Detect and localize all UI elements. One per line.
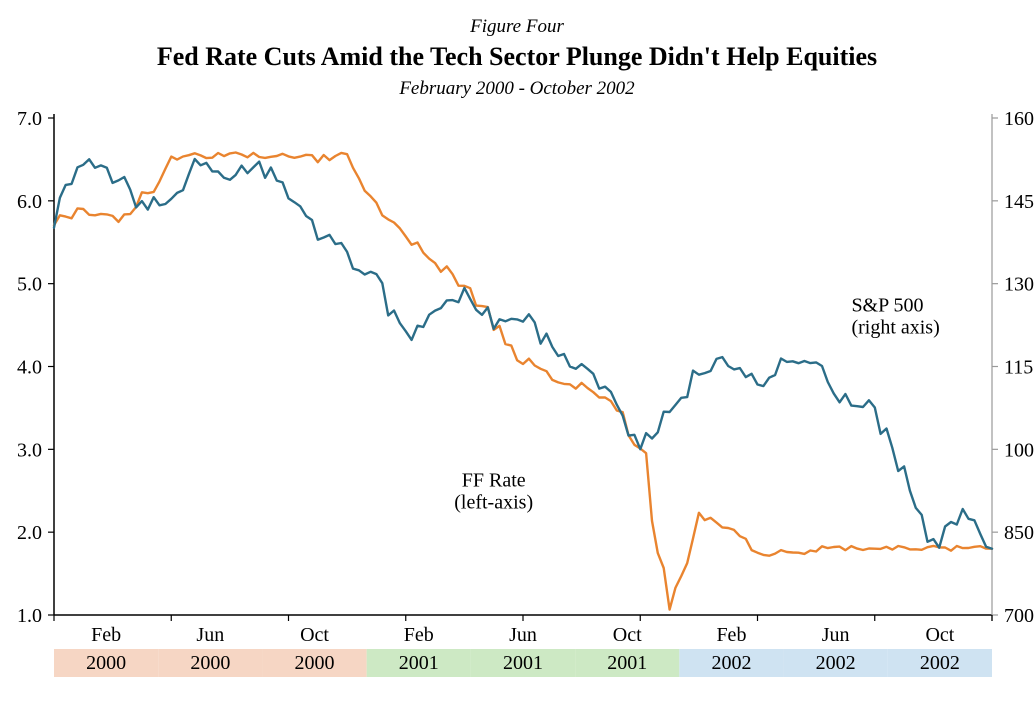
svg-text:700: 700	[1004, 605, 1034, 627]
svg-text:Oct: Oct	[925, 624, 954, 646]
svg-text:2001: 2001	[503, 652, 543, 674]
svg-text:Jun: Jun	[822, 624, 850, 646]
svg-text:(left-axis): (left-axis)	[454, 492, 533, 514]
svg-text:Oct: Oct	[300, 624, 329, 646]
svg-text:2001: 2001	[399, 652, 439, 674]
svg-text:1450: 1450	[1004, 191, 1034, 213]
svg-text:Feb: Feb	[404, 624, 434, 646]
svg-text:Feb: Feb	[91, 624, 121, 646]
svg-text:2.0: 2.0	[17, 522, 42, 544]
svg-text:7.0: 7.0	[17, 108, 42, 130]
svg-text:850: 850	[1004, 522, 1034, 544]
svg-text:FF Rate: FF Rate	[462, 470, 526, 492]
svg-text:2002: 2002	[920, 652, 960, 674]
svg-text:1.0: 1.0	[17, 605, 42, 627]
svg-text:4.0: 4.0	[17, 357, 42, 379]
svg-text:2000: 2000	[295, 652, 335, 674]
svg-text:Jun: Jun	[196, 624, 224, 646]
svg-text:1150: 1150	[1004, 357, 1034, 379]
svg-text:2002: 2002	[711, 652, 751, 674]
svg-text:Jun: Jun	[509, 624, 537, 646]
svg-text:2002: 2002	[816, 652, 856, 674]
svg-text:2001: 2001	[607, 652, 647, 674]
svg-text:3.0: 3.0	[17, 439, 42, 461]
svg-text:2000: 2000	[190, 652, 230, 674]
svg-text:Oct: Oct	[613, 624, 642, 646]
svg-text:1000: 1000	[1004, 439, 1034, 461]
svg-text:S&P 500: S&P 500	[851, 294, 923, 316]
figure-container: Figure Four Fed Rate Cuts Amid the Tech …	[0, 0, 1034, 708]
svg-text:1300: 1300	[1004, 274, 1034, 296]
svg-text:(right axis): (right axis)	[851, 316, 939, 338]
svg-text:Feb: Feb	[716, 624, 746, 646]
svg-text:2000: 2000	[86, 652, 126, 674]
svg-text:6.0: 6.0	[17, 191, 42, 213]
chart-svg: 1.0 2.0 3.0 4.0 5.0 6.0 7.0 700 850 1000 1150 1300 1…	[0, 0, 1034, 708]
svg-text:1600: 1600	[1004, 108, 1034, 130]
svg-text:5.0: 5.0	[17, 274, 42, 296]
